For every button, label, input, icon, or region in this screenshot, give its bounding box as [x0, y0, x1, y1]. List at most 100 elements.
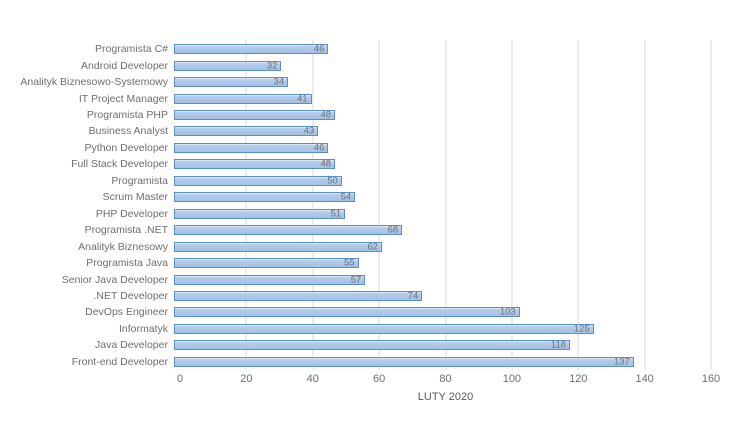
bar: 118	[174, 339, 571, 351]
bar-track: 68	[174, 222, 711, 238]
gridline	[245, 40, 247, 370]
bar: 74	[174, 290, 423, 302]
value-label: 125	[573, 323, 590, 335]
category-label: Front-end Developer	[71, 355, 168, 368]
bar: 48	[174, 158, 336, 170]
bar: 46	[174, 142, 329, 154]
value-label: 68	[387, 224, 399, 236]
x-tick-label: 160	[701, 373, 721, 385]
bar: 68	[174, 224, 403, 236]
category-label: DevOps Engineer	[85, 306, 168, 319]
gridline	[710, 40, 712, 370]
value-label: 57	[350, 273, 362, 285]
gridline	[644, 40, 646, 370]
value-label: 54	[340, 191, 352, 203]
bar-row: Programista Java 55	[0, 255, 711, 271]
x-tick-label: 80	[439, 373, 452, 385]
bar: 43	[174, 125, 319, 137]
bar-row: .NET Developer 74	[0, 288, 711, 304]
bar-row: PHP Developer 51	[0, 206, 711, 222]
bar-row: Full Stack Developer 48	[0, 156, 711, 172]
category-label: Scrum Master	[102, 191, 168, 204]
value-label: 74	[407, 290, 419, 302]
value-label: 55	[344, 257, 355, 269]
bar: 55	[174, 257, 359, 269]
bar-track: 137	[174, 354, 711, 370]
bar-row: DevOps Engineer 103	[0, 304, 711, 320]
value-label: 103	[499, 306, 516, 318]
bar-track: 34	[174, 74, 711, 90]
category-label: Programista PHP	[86, 109, 168, 122]
gridline	[445, 40, 446, 370]
category-label: Python Developer	[84, 141, 168, 154]
x-tick-label: 40	[306, 373, 319, 385]
value-label: 137	[613, 356, 630, 368]
bar-track: 118	[174, 337, 711, 353]
bar: 51	[174, 208, 346, 219]
bar-track: 74	[174, 288, 711, 304]
gridline	[511, 40, 513, 370]
bar-track: 41	[174, 90, 711, 106]
bar-row: Business Analyst 43	[0, 123, 711, 139]
bar-row: Front-end Developer 137	[0, 354, 711, 370]
bar-row: Analityk Biznesowy 62	[0, 238, 711, 254]
bar-track: 55	[174, 255, 711, 271]
category-label: Senior Java Developer	[61, 273, 168, 286]
bar-row: Informatyk 125	[0, 321, 711, 337]
x-tick-label: 0	[176, 373, 184, 385]
bar: 41	[174, 93, 312, 104]
category-label: Programista C#	[95, 43, 168, 56]
bar-track: 32	[174, 57, 711, 73]
category-label: Android Developer	[81, 59, 168, 72]
bar-row: Programista 50	[0, 173, 711, 189]
bar-row: IT Project Manager 41	[0, 90, 711, 106]
value-label: 48	[320, 109, 332, 121]
bar: 48	[174, 109, 336, 121]
bar-track: 48	[174, 156, 711, 172]
value-label: 46	[313, 43, 325, 55]
bar-track: 103	[174, 304, 711, 320]
bar-row: Scrum Master 54	[0, 189, 711, 205]
category-label: Informatyk	[118, 322, 168, 335]
x-tick-label: 120	[569, 373, 588, 385]
bar-row: Senior Java Developer 57	[0, 271, 711, 287]
bar-row: Programista C# 46	[0, 41, 711, 57]
bar-track: 57	[174, 271, 711, 287]
category-label: Analityk Biznesowy	[78, 240, 168, 253]
value-label: 43	[303, 125, 315, 137]
gridline	[577, 40, 579, 370]
x-tick-label: 20	[240, 373, 253, 385]
category-label: Full Stack Developer	[71, 158, 168, 171]
bar: 54	[174, 191, 356, 203]
bar: 50	[174, 175, 342, 186]
bar: 57	[174, 273, 366, 285]
gridlines	[180, 40, 712, 370]
value-label: 46	[313, 142, 325, 154]
bar-track: 125	[174, 321, 711, 337]
category-label: Business Analyst	[88, 125, 168, 138]
value-label: 32	[266, 59, 278, 71]
category-label: Programista .NET	[84, 224, 168, 237]
category-label: Programista Java	[86, 257, 168, 270]
bar: 32	[174, 59, 282, 71]
value-label: 51	[330, 208, 342, 219]
bar: 46	[174, 43, 329, 55]
bar-track: 54	[174, 189, 711, 205]
bar-track: 43	[174, 123, 711, 139]
x-axis-ticks: 0 20 40 60 80 100 120 140 160	[176, 373, 720, 387]
bar-row: Analityk Biznesowo-Systemowy 34	[0, 74, 711, 90]
x-tick-label: 60	[373, 373, 386, 385]
category-label: Java Developer	[95, 339, 168, 352]
bar: 137	[174, 356, 634, 368]
gridline	[378, 40, 380, 370]
bar-row: Programista PHP 48	[0, 107, 711, 123]
category-label: Programista	[111, 174, 168, 187]
bar: 103	[174, 306, 520, 318]
value-label: 48	[320, 158, 332, 170]
category-label: Analityk Biznesowo-Systemowy	[20, 76, 168, 89]
bar-row: Android Developer 32	[0, 57, 711, 73]
category-label: PHP Developer	[95, 207, 168, 220]
value-label: 118	[550, 339, 567, 351]
bar-track: 46	[174, 140, 711, 156]
